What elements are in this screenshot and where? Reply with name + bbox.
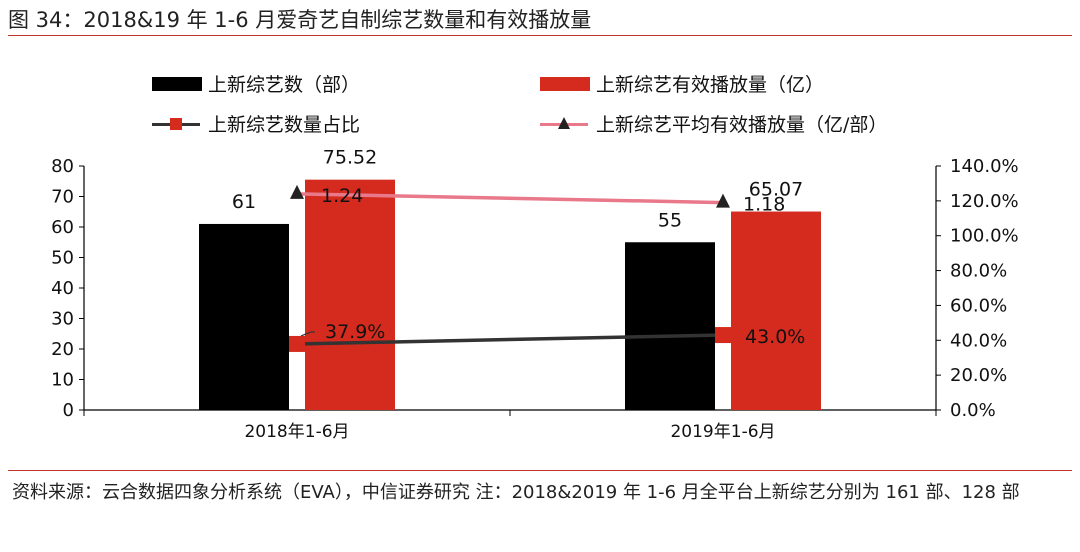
legend-swatch-triangle-line xyxy=(540,115,588,133)
y-left-tick-label: 50 xyxy=(51,248,74,269)
y-right-tick-label: 100.0% xyxy=(950,226,1019,247)
legend-label: 上新综艺平均有效播放量（亿/部） xyxy=(596,114,888,136)
y-right-tick-label: 40.0% xyxy=(950,330,1007,351)
line-value-label: 1.18 xyxy=(743,194,785,216)
line-value-label: 1.24 xyxy=(321,185,363,207)
legend-label: 上新综艺数（部） xyxy=(208,74,361,96)
y-left-tick-label: 70 xyxy=(51,187,74,208)
y-right-tick-label: 20.0% xyxy=(950,365,1007,386)
legend-swatch-square-line xyxy=(152,115,200,133)
bar-value-label: 65.07 xyxy=(749,179,803,201)
y-left-tick-label: 10 xyxy=(51,370,74,391)
legend-item-line-share: 上新综艺数量占比 xyxy=(152,110,360,137)
y-left-tick-label: 30 xyxy=(51,309,74,330)
line-marker-triangle xyxy=(290,184,304,199)
y-left-tick-label: 0 xyxy=(63,400,74,421)
legend-label: 上新综艺有效播放量（亿） xyxy=(596,74,825,96)
bar xyxy=(625,242,715,410)
bar xyxy=(731,211,821,410)
leader-line xyxy=(300,331,315,337)
y-right-tick-label: 60.0% xyxy=(950,295,1007,316)
legend-item-line-avg: 上新综艺平均有效播放量（亿/部） xyxy=(540,110,887,137)
line-marker-triangle xyxy=(716,193,730,208)
y-left-tick-label: 20 xyxy=(51,339,74,360)
source-divider xyxy=(8,470,1072,471)
x-tick-label: 2019年1-6月 xyxy=(670,422,775,442)
x-tick-label: 2018年1-6月 xyxy=(244,422,349,442)
series-line xyxy=(296,333,724,346)
source-note: 资料来源：云合数据四象分析系统（EVA），中信证券研究 注：2018&2019 … xyxy=(12,482,1020,503)
bar xyxy=(199,223,289,410)
line-marker-square xyxy=(289,335,305,352)
line-value-label: 37.9% xyxy=(325,321,385,343)
legend-label: 上新综艺数量占比 xyxy=(208,114,361,136)
line-marker-square xyxy=(715,327,731,344)
y-right-tick-label: 80.0% xyxy=(950,261,1007,282)
figure-title: 图 34：2018&19 年 1-6 月爱奇艺自制综艺数量和有效播放量 xyxy=(8,8,592,32)
bar-value-label: 61 xyxy=(232,191,256,213)
y-left-tick-label: 40 xyxy=(51,278,74,299)
y-right-tick-label: 0.0% xyxy=(950,400,996,421)
y-left-tick-label: 60 xyxy=(51,217,74,238)
legend-swatch-red-bar xyxy=(540,76,590,91)
y-left-tick-label: 80 xyxy=(51,156,74,177)
bar-value-label: 55 xyxy=(658,209,682,231)
line-value-label: 43.0% xyxy=(745,326,805,348)
legend-swatch-black-bar xyxy=(152,76,202,91)
title-divider xyxy=(8,35,1072,36)
legend-item-bar-views: 上新综艺有效播放量（亿） xyxy=(540,70,824,97)
bar-value-label: 75.52 xyxy=(323,147,377,169)
legend-item-bar-count: 上新综艺数（部） xyxy=(152,70,360,97)
series-line xyxy=(296,192,724,205)
y-right-tick-label: 140.0% xyxy=(950,156,1019,177)
bar xyxy=(305,179,395,410)
combo-chart: 0 10 20 30 40 50 60 70 80 0.0% 20.0% 40.0% 60.0% 80.0… xyxy=(51,147,1019,442)
y-right-tick-label: 120.0% xyxy=(950,191,1019,212)
